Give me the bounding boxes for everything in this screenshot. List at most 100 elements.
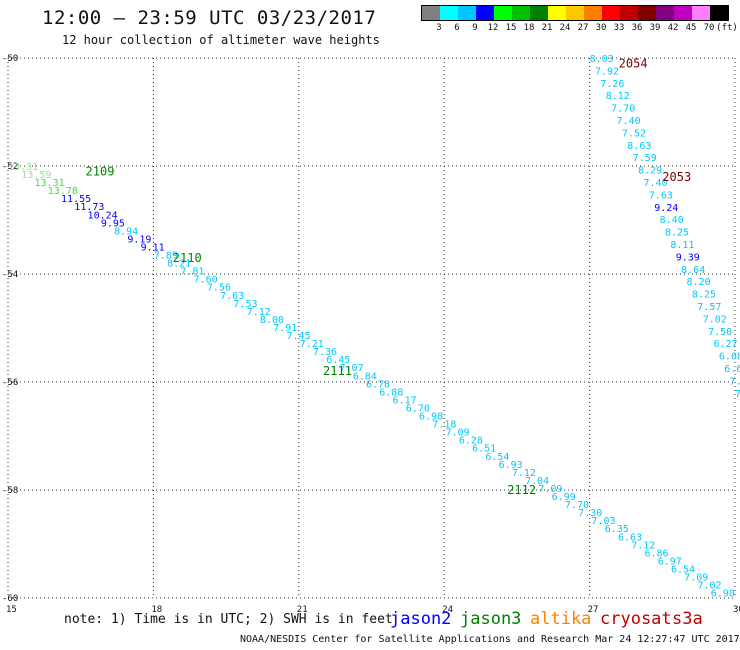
wave-height-value: 7.26 [600, 79, 624, 90]
wave-height-value: 6.27 [713, 339, 737, 350]
y-tick-label: -58 [2, 486, 18, 496]
pass-number-label: 2112 [507, 483, 536, 497]
legend-label: 45 [685, 23, 697, 33]
legend-label: 12 [487, 23, 499, 33]
mission-label-jason2: jason2 [390, 609, 452, 629]
wave-height-value: 9.24 [654, 203, 678, 214]
wave-height-value: 9.11 [141, 242, 165, 253]
wave-height-value: 8.21 [167, 259, 191, 270]
pass-number-label: 2109 [86, 164, 115, 178]
wave-height-value: 7.12 [247, 307, 271, 318]
wave-height-value: 10.24 [88, 210, 118, 221]
wave-height-value: 7.40 [643, 178, 667, 189]
legend-swatch [458, 6, 476, 20]
wave-height-value: 7.53 [233, 299, 257, 310]
wave-height-value: 7.52 [622, 128, 646, 139]
wave-height-value: 7.03 [591, 516, 615, 527]
wave-height-value: 9.19 [127, 234, 151, 245]
pass-labels: 2109 2110 2111 2112 2054 2053 [86, 56, 692, 497]
wave-height-value: 9.95 [101, 218, 125, 229]
page-title: 12:00 – 23:59 UTC 03/23/2017 [42, 7, 377, 29]
wave-height-value: 6.35 [605, 524, 629, 535]
x-tick-label: 30 [733, 605, 740, 615]
legend-swatch [656, 6, 674, 20]
wave-height-value: 11.73 [74, 202, 104, 213]
legend-swatch [512, 6, 530, 20]
wave-height-value: 7.59 [633, 153, 657, 164]
mission-label-jason3: jason3 [460, 609, 522, 629]
legend-color-scale [421, 5, 729, 21]
track-a-values: 13.3113.5913.3113.7811.5511.7310.249.958… [8, 162, 735, 600]
mission-label-altika: altika [530, 609, 592, 629]
wave-height-value: 8.00 [260, 315, 284, 326]
wave-height-value: 13.78 [48, 186, 78, 197]
wave-height-value: 6.54 [485, 452, 509, 463]
wave-height-value: 6.97 [658, 556, 682, 567]
legend-label: 33 [613, 23, 625, 33]
legend-swatch [422, 6, 440, 20]
wave-height-value: 6.78 [366, 379, 390, 390]
page-subtitle: 12 hour collection of altimeter wave hei… [62, 33, 380, 47]
wave-height-value: 7.09 [684, 573, 708, 584]
legend-label: 18 [523, 23, 535, 33]
y-tick-label: -60 [2, 594, 18, 604]
wave-height-value: 7.45 [286, 331, 310, 342]
wave-height-value: 6.93 [499, 460, 523, 471]
wave-height-value: 7.12 [631, 540, 655, 551]
legend-swatch [476, 6, 494, 20]
color-legend: 3 6 9 12 15 18 21 24 27 30 33 36 39 42 45 70 (ft) [421, 5, 738, 35]
legend-label: 21 [541, 23, 553, 33]
pass-number-label: 2053 [662, 170, 691, 184]
wave-height-value: 7.36 [313, 347, 337, 358]
wave-height-value: 7.07 [339, 363, 363, 374]
legend-label: 42 [667, 23, 679, 33]
wave-height-value: 7.60 [194, 275, 218, 286]
legend-swatch [638, 6, 656, 20]
wave-height-value: 6.99 [552, 492, 576, 503]
wave-height-value: 6.45 [326, 355, 350, 366]
wave-height-value: 7.02 [698, 581, 722, 592]
wave-height-value: 6.70 [406, 403, 430, 414]
legend-swatch [584, 6, 602, 20]
wave-height-value: 13.59 [21, 170, 51, 181]
wave-height-value: 6.65 [724, 364, 740, 375]
legend-label: 3 [436, 23, 442, 33]
legend-labels: 3 6 9 12 15 18 21 24 27 30 33 36 39 42 45 70 (ft) [421, 21, 738, 35]
track-b-values: 8.037.927.268.127.707.407.528.637.598.29… [590, 54, 740, 400]
y-tick-label: -56 [2, 378, 18, 388]
wave-height-value: 7.57 [697, 302, 721, 313]
wave-height-value: 7.89 [154, 251, 178, 262]
legend-swatch [692, 6, 710, 20]
wave-height-value: 8.64 [681, 265, 705, 276]
wave-height-value: 9.39 [676, 252, 700, 263]
wave-height-value: 7.09 [446, 428, 470, 439]
y-tick-label: -52 [2, 162, 18, 172]
wave-height-value: 13.31 [35, 178, 65, 189]
wave-height-value: 7.63 [220, 291, 244, 302]
wave-height-value: 8.63 [627, 141, 651, 152]
wave-height-value: 8.03 [590, 54, 614, 65]
legend-swatch [494, 6, 512, 20]
legend-label: 24 [559, 23, 571, 33]
wave-height-value: 7.04 [525, 476, 549, 487]
wave-height-value: 8.94 [114, 226, 138, 237]
wave-height-value: 6.88 [379, 387, 403, 398]
wave-height-value: 11.55 [61, 194, 91, 205]
wave-height-value: 7.70 [611, 104, 635, 115]
x-tick-label: 24 [442, 605, 453, 615]
footer-credit: NOAA/NESDIS Center for Satellite Applica… [240, 634, 740, 645]
wave-height-value: 6.63 [618, 532, 642, 543]
legend-swatch [566, 6, 584, 20]
wave-height-value: 6.98 [419, 412, 443, 423]
wave-height-value: 8.25 [665, 228, 689, 239]
wave-height-value: 7.56 [207, 283, 231, 294]
wave-height-value: 6.54 [671, 564, 695, 575]
wave-height-value: 6.84 [353, 371, 377, 382]
legend-swatch [710, 6, 728, 20]
wave-height-value: 7.30 [578, 508, 602, 519]
wave-height-value: 6.17 [393, 395, 417, 406]
wave-height-value: 8.20 [687, 277, 711, 288]
legend-swatch [440, 6, 458, 20]
legend-label: 36 [631, 23, 643, 33]
